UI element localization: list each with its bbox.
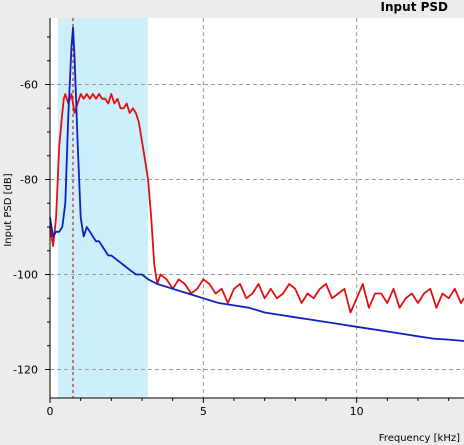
- y-tick-label: -60: [20, 79, 38, 92]
- series-group: [49, 26, 464, 342]
- y-tick-label: -120: [13, 364, 38, 377]
- x-tick-label: 5: [200, 405, 207, 418]
- y-axis-title: Input PSD [dB]: [3, 173, 14, 246]
- x-axis-title: Frequency [kHz]: [379, 433, 460, 444]
- x-tick-label: 10: [350, 405, 364, 418]
- grid-lines: [50, 18, 464, 398]
- chart-title: Input PSD: [381, 0, 448, 14]
- highlight-band: [57, 18, 149, 398]
- x-tick-label: 0: [47, 405, 54, 418]
- series-line-1: [49, 93, 464, 314]
- y-tick-label: -80: [20, 174, 38, 187]
- axes: [49, 18, 464, 399]
- y-tick-label: -100: [13, 269, 38, 282]
- series-line-2: [49, 26, 464, 342]
